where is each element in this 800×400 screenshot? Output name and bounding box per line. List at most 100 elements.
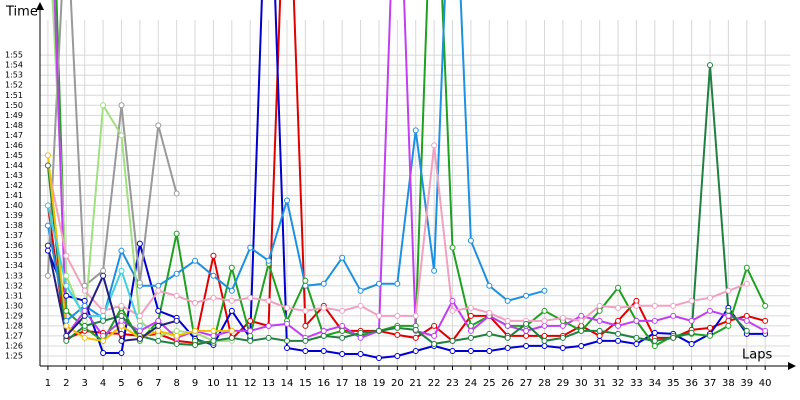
lap-point <box>504 297 511 304</box>
lap-point <box>283 304 290 311</box>
lap-point <box>541 337 548 344</box>
lap-point <box>118 330 125 337</box>
lap-point <box>44 222 51 229</box>
lap-point <box>320 347 327 354</box>
lap-point <box>651 302 658 309</box>
lap-point <box>210 337 217 344</box>
y-tick-label: 1:30 <box>5 301 23 310</box>
lap-point <box>210 327 217 334</box>
lap-point <box>743 327 750 334</box>
lap-point <box>486 282 493 289</box>
x-tick-label: 16 <box>317 378 330 389</box>
lap-point <box>467 312 474 319</box>
lap-point <box>228 264 235 271</box>
lap-point <box>706 294 713 301</box>
lap-point <box>596 317 603 324</box>
lap-point <box>81 282 88 289</box>
lap-point <box>357 329 364 336</box>
lap-point <box>192 257 199 264</box>
lap-point <box>100 317 107 324</box>
lap-point <box>44 242 51 249</box>
lap-point <box>467 327 474 334</box>
x-tick-label: 26 <box>501 378 514 389</box>
lap-point <box>81 307 88 314</box>
lap-point <box>706 324 713 331</box>
lap-point <box>192 299 199 306</box>
lap-point <box>633 334 640 341</box>
lap-point <box>394 324 401 331</box>
lap-point <box>283 320 290 327</box>
y-tick-label: 1:53 <box>5 71 23 80</box>
y-tick-label: 1:47 <box>5 131 23 140</box>
lap-point <box>339 350 346 357</box>
y-tick-label: 1:42 <box>5 181 23 190</box>
lap-point <box>541 287 548 294</box>
lap-point <box>615 317 622 324</box>
y-tick-label: 1:55 <box>5 51 23 60</box>
lap-point <box>449 337 456 344</box>
lap-point <box>633 317 640 324</box>
lap-point <box>431 340 438 347</box>
x-tick-label: 9 <box>192 378 198 389</box>
lap-point <box>247 294 254 301</box>
lap-point <box>173 292 180 299</box>
series-line <box>46 245 177 342</box>
lap-point <box>44 162 51 169</box>
lap-point <box>670 312 677 319</box>
lap-point <box>63 322 70 329</box>
lap-point <box>192 341 199 348</box>
x-tick-label: 22 <box>428 378 441 389</box>
lap-point <box>63 292 70 299</box>
y-tick-label: 1:35 <box>5 251 23 260</box>
lap-point <box>100 332 107 339</box>
lap-point <box>743 280 750 287</box>
lap-point <box>63 282 70 289</box>
series-line <box>46 0 178 288</box>
lap-point <box>541 317 548 324</box>
y-tick-label: 1:29 <box>5 311 23 320</box>
lap-point <box>155 332 162 339</box>
series-line <box>46 205 141 327</box>
x-tick-label: 32 <box>612 378 625 389</box>
lap-point <box>596 327 603 334</box>
lap-point <box>523 320 530 327</box>
lap-point <box>394 331 401 338</box>
lap-point <box>762 327 769 334</box>
lap-point <box>228 327 235 334</box>
lap-point <box>412 326 419 333</box>
lap-point <box>44 247 51 254</box>
lap-point <box>283 337 290 344</box>
lap-point <box>155 122 162 129</box>
lap-point <box>173 270 180 277</box>
lap-point <box>63 252 70 259</box>
lap-point <box>63 337 70 344</box>
x-tick-label: 11 <box>225 378 238 389</box>
lap-point <box>247 337 254 344</box>
lap-point <box>44 152 51 159</box>
lap-point <box>449 307 456 314</box>
lap-point <box>633 297 640 304</box>
lap-point <box>173 327 180 334</box>
x-tick-label: 27 <box>520 378 533 389</box>
lap-point <box>228 307 235 314</box>
y-tick-label: 1:50 <box>5 101 23 110</box>
y-tick-label: 1:49 <box>5 111 23 120</box>
lap-point <box>486 309 493 316</box>
lap-point <box>357 350 364 357</box>
lap-point <box>651 317 658 324</box>
x-tick-label: 24 <box>465 378 478 389</box>
lap-point <box>118 247 125 254</box>
y-tick-label: 1:33 <box>5 271 23 280</box>
lap-point <box>118 337 125 344</box>
lap-point <box>63 307 70 314</box>
x-tick-label: 18 <box>354 378 367 389</box>
lap-point <box>706 332 713 339</box>
lap-point <box>504 322 511 329</box>
x-axis-title: Laps <box>742 348 772 363</box>
lap-point <box>81 317 88 324</box>
x-tick-label: 33 <box>630 378 643 389</box>
lap-point <box>339 334 346 341</box>
lap-point <box>467 334 474 341</box>
lap-point <box>523 292 530 299</box>
